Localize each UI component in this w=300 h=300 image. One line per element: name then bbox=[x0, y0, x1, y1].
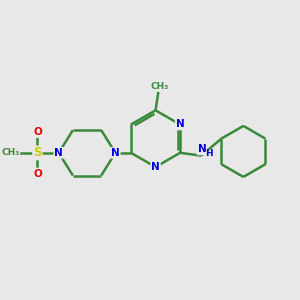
Text: N: N bbox=[176, 119, 184, 130]
Text: CH₃: CH₃ bbox=[151, 82, 169, 91]
Text: O: O bbox=[33, 127, 42, 137]
Text: N: N bbox=[151, 162, 160, 172]
Text: N: N bbox=[197, 144, 206, 154]
Text: N: N bbox=[111, 148, 120, 158]
Text: H: H bbox=[205, 149, 213, 158]
Text: O: O bbox=[33, 169, 42, 178]
Text: CH₃: CH₃ bbox=[2, 148, 20, 157]
Text: S: S bbox=[33, 146, 42, 159]
Text: N: N bbox=[54, 148, 63, 158]
